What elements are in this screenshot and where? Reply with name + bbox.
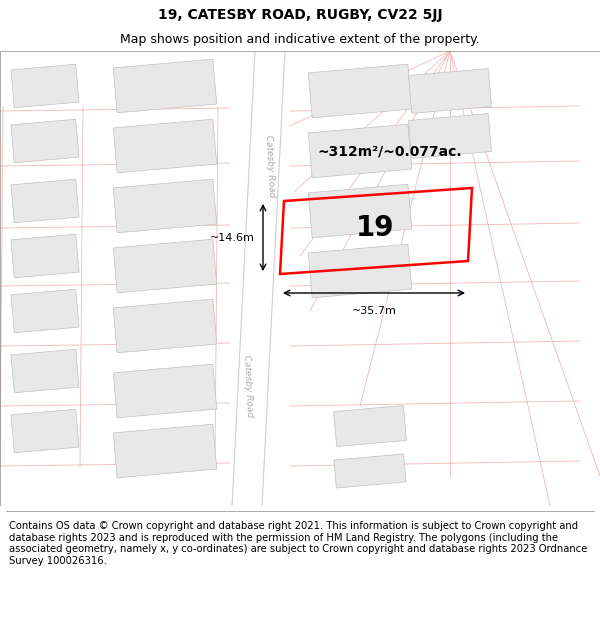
Polygon shape <box>113 424 217 478</box>
Text: Contains OS data © Crown copyright and database right 2021. This information is : Contains OS data © Crown copyright and d… <box>9 521 587 566</box>
Polygon shape <box>113 299 217 352</box>
Text: ~35.7m: ~35.7m <box>352 306 397 316</box>
Polygon shape <box>113 239 217 292</box>
Polygon shape <box>113 59 217 112</box>
Polygon shape <box>409 114 491 158</box>
Polygon shape <box>308 64 412 118</box>
Polygon shape <box>11 179 79 222</box>
Polygon shape <box>11 289 79 332</box>
Text: Catesby Road: Catesby Road <box>242 354 254 418</box>
Polygon shape <box>113 364 217 418</box>
Polygon shape <box>409 69 491 113</box>
Polygon shape <box>308 124 412 177</box>
Polygon shape <box>11 64 79 108</box>
Polygon shape <box>232 51 285 506</box>
Text: 19, CATESBY ROAD, RUGBY, CV22 5JJ: 19, CATESBY ROAD, RUGBY, CV22 5JJ <box>158 8 442 22</box>
Polygon shape <box>11 234 79 278</box>
Polygon shape <box>308 244 412 298</box>
Text: 19: 19 <box>356 214 394 242</box>
Polygon shape <box>308 184 412 238</box>
Polygon shape <box>334 406 406 446</box>
Polygon shape <box>113 119 217 172</box>
Text: Map shows position and indicative extent of the property.: Map shows position and indicative extent… <box>120 34 480 46</box>
Text: ~14.6m: ~14.6m <box>210 233 255 243</box>
Polygon shape <box>11 409 79 452</box>
Polygon shape <box>334 454 406 488</box>
Text: ~312m²/~0.077ac.: ~312m²/~0.077ac. <box>317 144 463 158</box>
Polygon shape <box>11 119 79 162</box>
Text: Catesby Road: Catesby Road <box>264 134 276 198</box>
Polygon shape <box>113 179 217 232</box>
Polygon shape <box>11 349 79 392</box>
